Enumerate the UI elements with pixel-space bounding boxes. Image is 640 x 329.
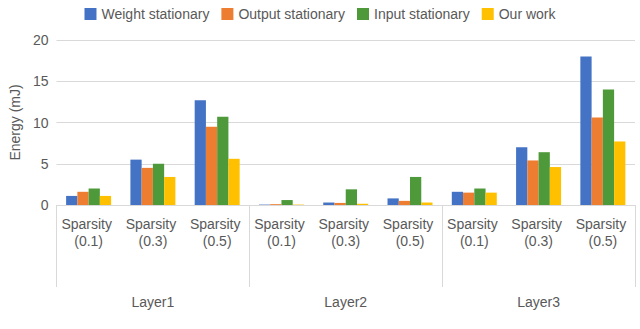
- svg-text:Sparsity: Sparsity: [447, 216, 501, 232]
- svg-text:(0.1): (0.1): [460, 233, 489, 249]
- svg-text:Input stationary: Input stationary: [374, 6, 470, 22]
- svg-text:(0.5): (0.5): [203, 233, 232, 249]
- svg-text:(0.3): (0.3): [138, 233, 167, 249]
- svg-text:Layer1: Layer1: [131, 294, 174, 310]
- svg-text:Sparsity: Sparsity: [576, 216, 630, 232]
- svg-text:5: 5: [41, 156, 49, 172]
- svg-text:Sparsity: Sparsity: [511, 216, 565, 232]
- svg-text:(0.3): (0.3): [331, 233, 360, 249]
- svg-text:Weight stationary: Weight stationary: [101, 6, 209, 22]
- svg-text:10: 10: [33, 115, 49, 131]
- svg-text:(0.3): (0.3): [524, 233, 553, 249]
- svg-text:15: 15: [33, 73, 49, 89]
- svg-text:20: 20: [33, 32, 49, 48]
- svg-text:0: 0: [41, 197, 49, 213]
- svg-text:Sparsity: Sparsity: [61, 216, 115, 232]
- svg-text:Energy (mJ): Energy (mJ): [7, 84, 23, 160]
- svg-text:Sparsity: Sparsity: [254, 216, 308, 232]
- svg-text:Sparsity: Sparsity: [319, 216, 373, 232]
- svg-text:Sparsity: Sparsity: [126, 216, 180, 232]
- svg-text:Our work: Our work: [499, 6, 557, 22]
- svg-text:(0.1): (0.1): [267, 233, 296, 249]
- svg-text:(0.5): (0.5): [588, 233, 617, 249]
- svg-text:Layer2: Layer2: [324, 294, 367, 310]
- svg-text:Sparsity: Sparsity: [190, 216, 244, 232]
- svg-text:Layer3: Layer3: [517, 294, 560, 310]
- svg-text:(0.1): (0.1): [74, 233, 103, 249]
- svg-text:(0.5): (0.5): [396, 233, 425, 249]
- svg-text:Output stationary: Output stationary: [238, 6, 345, 22]
- svg-text:Sparsity: Sparsity: [383, 216, 437, 232]
